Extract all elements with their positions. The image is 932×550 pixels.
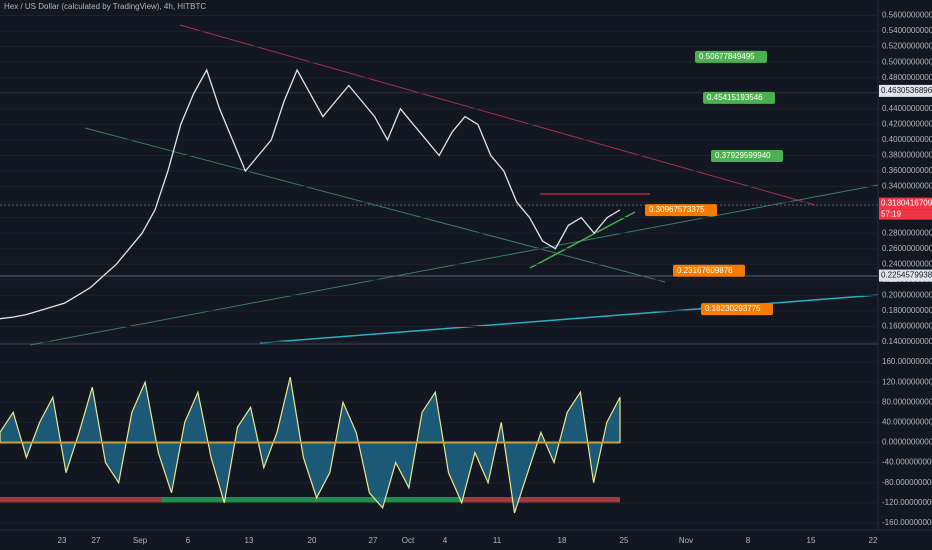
y-tick-label: 160.000000000000 — [882, 357, 932, 366]
y-tick-label: 0.4000000000 — [882, 135, 932, 144]
price-label: 0.37929599940 — [711, 150, 783, 163]
x-tick-label: 6 — [186, 536, 191, 545]
axis-badge: 0.3180416709 — [879, 197, 932, 210]
y-tick-label: 0.1400000000 — [882, 337, 932, 346]
y-tick-label: 0.5400000000 — [882, 26, 932, 35]
label-box — [645, 204, 717, 217]
x-tick-label: 22 — [869, 536, 878, 545]
y-tick-label: 0.4400000000 — [882, 104, 932, 113]
x-tick-label: 20 — [308, 536, 317, 545]
label-text: 0.23167609878 — [677, 266, 733, 275]
y-tick-label: 0.00000000000 — [882, 438, 932, 447]
badge-box — [879, 269, 932, 282]
label-text: 0.45415193546 — [707, 93, 763, 102]
y-tick-label: 0.4200000000 — [882, 119, 932, 128]
label-text: 0.37929599940 — [715, 151, 771, 160]
y-tick-label: 0.2600000000 — [882, 244, 932, 253]
axis-badge: 0.4630536896 — [879, 84, 932, 97]
x-tick-label: Oct — [402, 536, 415, 545]
y-tick-label: -40.00000000000 — [882, 458, 932, 467]
y-tick-label: 0.1600000000 — [882, 322, 932, 331]
badge-text: 0.2254579938 — [881, 271, 932, 280]
x-tick-label: 18 — [558, 536, 567, 545]
signal-strip — [162, 497, 462, 503]
badge-box — [879, 209, 932, 220]
y-tick-label: 40.00000000000 — [882, 417, 932, 426]
trend-line — [529, 211, 636, 269]
label-text: 0.50677849495 — [699, 52, 755, 61]
price-label: 0.23167609878 — [673, 264, 745, 277]
y-tick-label: -160.000000000000 — [882, 518, 932, 527]
x-tick-label: 27 — [369, 536, 378, 545]
x-tick-label: 13 — [245, 536, 254, 545]
y-tick-label: -80.00000000000 — [882, 478, 932, 487]
label-text: 0.30967573375 — [649, 205, 705, 214]
badge-text: 0.4630536896 — [881, 86, 932, 95]
y-tick-label: 0.5000000000 — [882, 57, 932, 66]
y-tick-label: 0.2400000000 — [882, 259, 932, 268]
y-tick-label: 120.000000000000 — [882, 377, 932, 386]
x-tick-label: 15 — [807, 536, 816, 545]
x-tick-label: 11 — [493, 536, 502, 545]
oscillator-area — [0, 376, 621, 514]
y-tick-label: 80.00000000000 — [882, 397, 932, 406]
countdown: 57:19 — [881, 210, 902, 219]
y-tick-label: 0.4800000000 — [882, 73, 932, 82]
trend-line — [179, 24, 816, 206]
price-label: 0.30967573375 — [645, 204, 717, 217]
label-box — [703, 91, 775, 104]
x-tick-label: 23 — [58, 536, 67, 545]
trend-line — [259, 294, 879, 344]
x-tick-label: Sep — [133, 536, 148, 545]
x-tick-label: 4 — [443, 536, 448, 545]
label-text: 0.18230293775 — [705, 304, 761, 313]
y-tick-label: 0.3400000000 — [882, 182, 932, 191]
y-tick-label: 0.3800000000 — [882, 151, 932, 160]
chart-header: Hex / US Dollar (calculated by TradingVi… — [4, 2, 206, 11]
y-tick-label: 0.5200000000 — [882, 42, 932, 51]
x-tick-label: 25 — [620, 536, 629, 545]
label-box — [711, 150, 783, 163]
y-tick-label: 0.5600000000 — [882, 11, 932, 20]
badge-box — [879, 84, 932, 97]
label-box — [701, 303, 773, 316]
x-tick-label: 8 — [746, 536, 751, 545]
trend-line — [29, 184, 879, 346]
y-tick-label: 0.1800000000 — [882, 306, 932, 315]
trend-line — [84, 127, 666, 283]
price-label: 0.45415193546 — [703, 91, 775, 104]
price-label: 0.50677849495 — [695, 50, 767, 63]
badge-box — [879, 197, 932, 210]
y-tick-label: 0.3600000000 — [882, 166, 932, 175]
x-tick-label: 27 — [92, 536, 101, 545]
x-tick-label: Nov — [679, 536, 693, 545]
label-box — [673, 264, 745, 277]
axis-badge: 0.2254579938 — [879, 269, 932, 282]
price-line — [0, 68, 621, 320]
label-box — [695, 50, 767, 63]
price-label: 0.18230293775 — [701, 303, 773, 316]
badge-text: 0.3180416709 — [881, 199, 932, 208]
y-tick-label: 0.2000000000 — [882, 290, 932, 299]
y-tick-label: 0.2800000000 — [882, 228, 932, 237]
y-tick-label: -120.000000000000 — [882, 498, 932, 507]
